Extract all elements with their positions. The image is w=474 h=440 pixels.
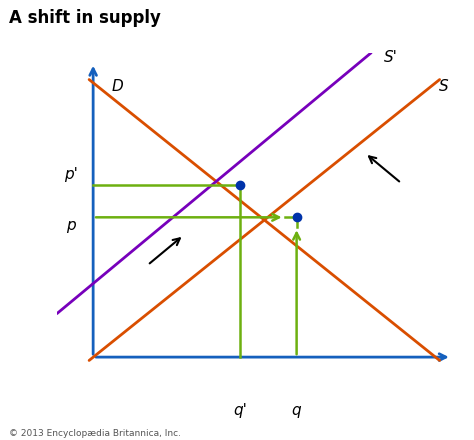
Text: S: S [439, 79, 448, 94]
Text: D: D [111, 79, 123, 94]
Text: S': S' [384, 50, 398, 65]
Text: p: p [66, 218, 76, 233]
Text: q': q' [233, 403, 247, 418]
Text: p': p' [64, 167, 78, 182]
Text: A shift in supply: A shift in supply [9, 9, 161, 27]
Text: q: q [292, 403, 301, 418]
Text: © 2013 Encyclopædia Britannica, Inc.: © 2013 Encyclopædia Britannica, Inc. [9, 429, 182, 438]
